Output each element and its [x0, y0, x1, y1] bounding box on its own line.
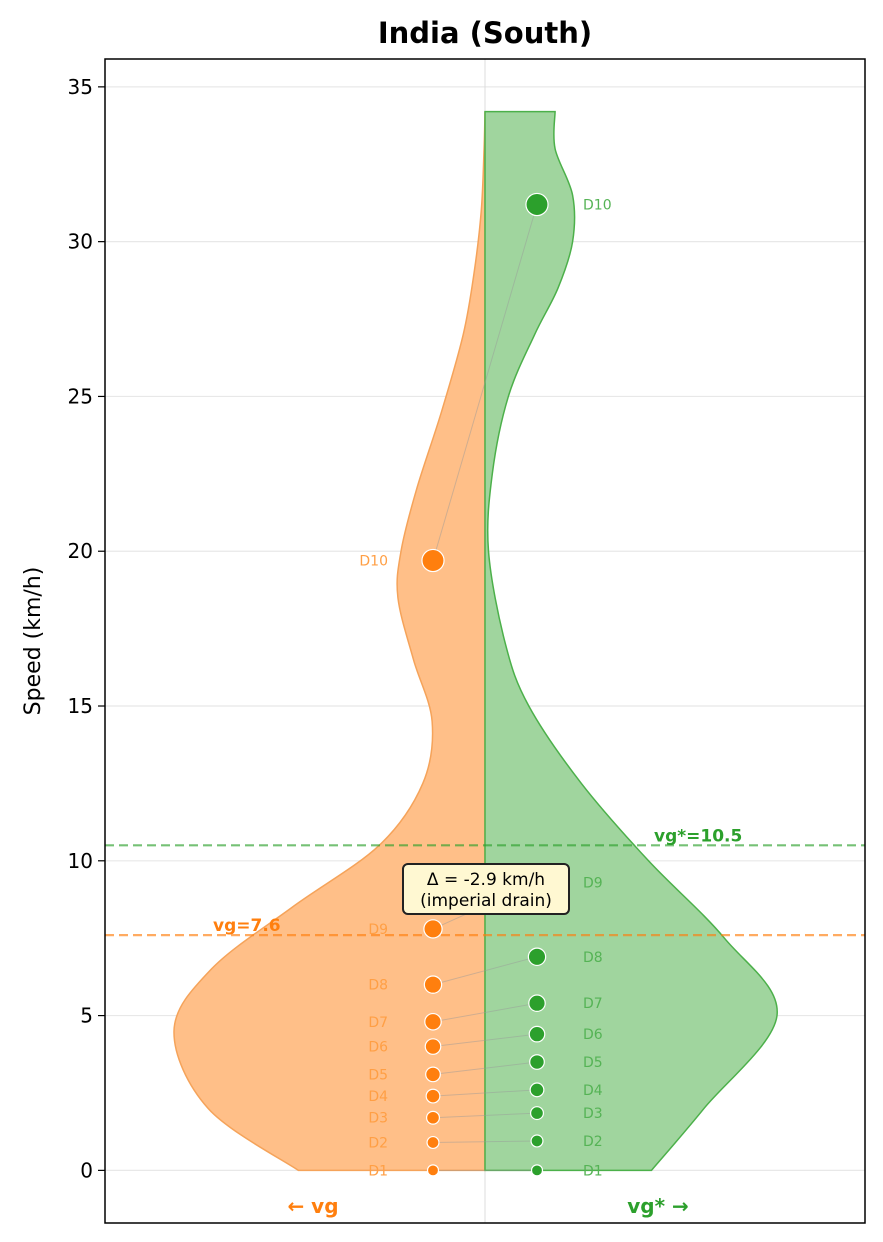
annotation-line-2: (imperial drain) — [420, 891, 552, 911]
vg-star-label-D10: D10 — [583, 198, 612, 214]
y-axis: 0 5 10 15 20 25 30 35 — [68, 75, 105, 1182]
vg-star-point-D6 — [528, 1025, 546, 1043]
vg-star-point-D5 — [529, 1054, 545, 1070]
decile-link-D10 — [432, 204, 538, 561]
vg-star-label-D4: D4 — [583, 1083, 603, 1099]
right-side-label: vg* → — [627, 1194, 689, 1218]
y-tick-label-0: 0 — [80, 1158, 93, 1182]
chart-title: India (South) — [378, 16, 592, 50]
vg-star-point-D10 — [525, 192, 549, 217]
plot-frame — [104, 58, 866, 1224]
vg-star-label-D1: D1 — [583, 1163, 603, 1179]
vg-star-point-D8 — [527, 947, 547, 967]
vg-point-D2 — [426, 1135, 440, 1150]
decile-points: D1 D2 D3 D4 D5 D6 D7 D8 D9 D10 D1 D2 D3 D4 D5 D6 D7 D8 D9 D… — [359, 192, 612, 1179]
decile-link-D7 — [432, 1002, 538, 1023]
vg-point-D4 — [425, 1088, 441, 1104]
decile-link-D4 — [432, 1089, 538, 1097]
vg-label-D9: D9 — [368, 922, 388, 938]
vg-label-D10: D10 — [359, 554, 388, 570]
violins — [173, 110, 778, 1172]
vg-point-D1 — [426, 1164, 440, 1177]
vg-label-D3: D3 — [368, 1111, 388, 1127]
vg-star-point-D7 — [528, 994, 546, 1013]
y-tick-label-35: 35 — [68, 75, 93, 99]
decile-link-D8 — [432, 956, 538, 986]
vg-label-D7: D7 — [368, 1015, 388, 1031]
annotation-line-1: Δ = -2.9 km/h — [427, 870, 545, 890]
vg-star-point-D3 — [529, 1106, 544, 1121]
vg-point-D8 — [423, 975, 443, 994]
vg-star-label-D7: D7 — [583, 996, 603, 1012]
y-tick-label-10: 10 — [68, 849, 93, 873]
vg-label-D2: D2 — [368, 1136, 388, 1152]
vg-star-mean-label: vg*=10.5 — [654, 826, 742, 846]
y-tick-label-15: 15 — [68, 694, 93, 718]
vg-star-point-D2 — [530, 1134, 544, 1148]
y-tick-label-5: 5 — [80, 1004, 93, 1028]
vg-point-D7 — [424, 1012, 442, 1031]
vg-label-D4: D4 — [368, 1089, 388, 1105]
vg-star-label-D5: D5 — [583, 1055, 603, 1071]
delta-annotation: Δ = -2.9 km/h (imperial drain) — [402, 863, 570, 915]
left-side-label: ← vg — [287, 1194, 338, 1218]
y-tick-label-20: 20 — [68, 539, 93, 563]
vg-point-D9 — [423, 919, 443, 939]
vg-star-label-D8: D8 — [583, 950, 603, 966]
vg-label-D8: D8 — [368, 978, 388, 994]
vg-star-label-D2: D2 — [583, 1134, 603, 1150]
vg-mean-label: vg=7.6 — [213, 916, 281, 936]
mean-lines: vg=7.6 vg*=10.5 — [105, 826, 865, 937]
vg-star-label-D9: D9 — [583, 875, 603, 891]
y-axis-label: Speed (km/h) — [21, 567, 46, 716]
y-tick-label-25: 25 — [68, 384, 93, 408]
decile-link-D6 — [432, 1033, 538, 1048]
vg-point-D5 — [425, 1066, 441, 1083]
vg-star-label-D6: D6 — [583, 1027, 603, 1043]
decile-link-D2 — [432, 1140, 538, 1144]
vg-label-D5: D5 — [368, 1067, 388, 1083]
right-violin-vg-star — [484, 110, 778, 1172]
y-tick-label-30: 30 — [68, 230, 93, 254]
decile-link-D3 — [432, 1112, 538, 1119]
vg-point-D10 — [421, 548, 445, 573]
left-violin-vg — [173, 111, 486, 1172]
vg-label-D6: D6 — [368, 1040, 388, 1056]
annotation-box — [402, 863, 570, 915]
vg-label-D1: D1 — [368, 1163, 388, 1179]
vg-star-label-D3: D3 — [583, 1106, 603, 1122]
decile-link-D5 — [432, 1061, 538, 1075]
vg-point-D3 — [426, 1110, 441, 1125]
vg-point-D6 — [424, 1038, 442, 1055]
vg-star-point-D1 — [530, 1164, 544, 1177]
vg-star-point-D4 — [529, 1082, 545, 1098]
